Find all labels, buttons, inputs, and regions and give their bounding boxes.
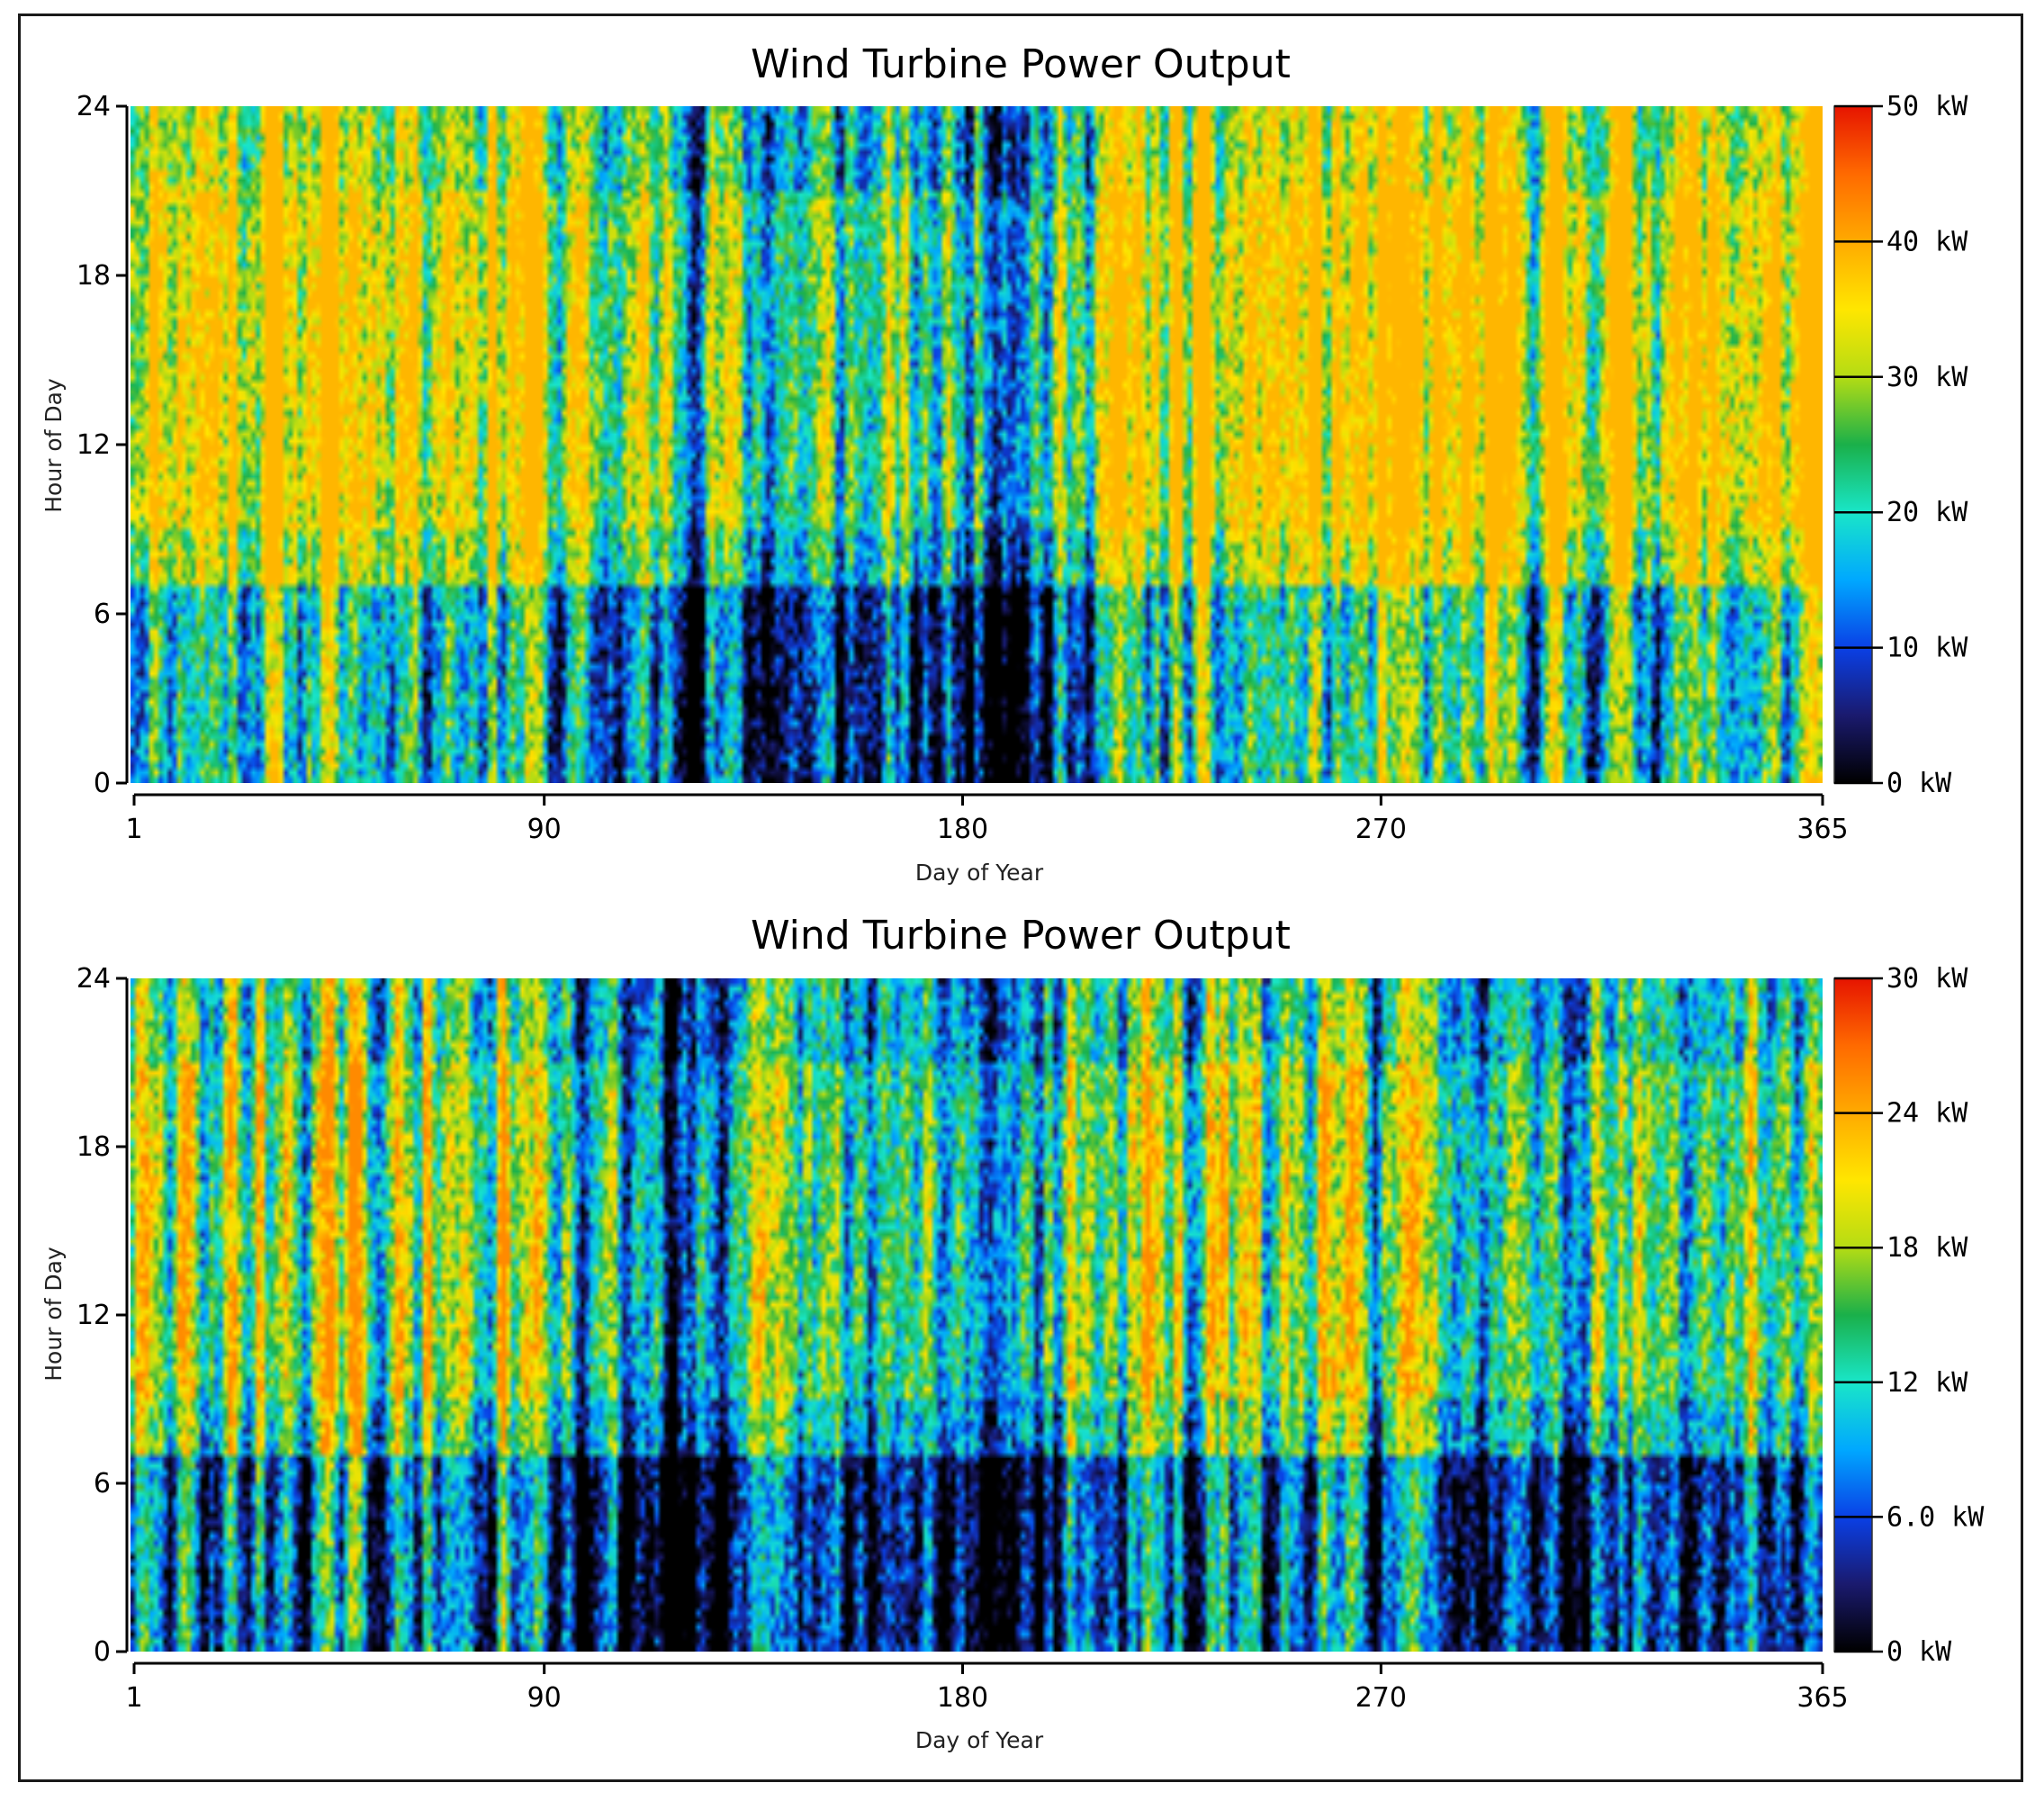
colorbar-tick-label: 40 kW [1886, 226, 1968, 257]
heatmap-raster [131, 978, 1823, 1652]
x-axis-label-bottom: Day of Year [915, 1727, 1044, 1753]
x-tick-label: 365 [1796, 1682, 1848, 1714]
y-tick-label: 12 [77, 429, 111, 461]
y-tick-label: 12 [77, 1300, 111, 1331]
colorbar-tick-label: 12 kW [1886, 1367, 1968, 1399]
y-axis-label-bottom: Hour of Day [41, 1247, 67, 1382]
colorbar-tick-label: 0 kW [1886, 1636, 1952, 1668]
colorbar-tick-label: 6.0 kW [1886, 1501, 1985, 1533]
y-tick-label: 6 [94, 1468, 111, 1499]
colorbar-tick-label: 30 kW [1886, 963, 1968, 995]
chart-title-bottom: Wind Turbine Power Output [751, 913, 1291, 959]
y-tick-label: 0 [94, 1636, 111, 1668]
x-tick-label: 90 [527, 814, 562, 845]
y-axis-label-top: Hour of Day [41, 378, 67, 513]
colorbar-tick-label: 30 kW [1886, 362, 1968, 393]
y-tick-label: 24 [77, 963, 111, 995]
x-tick-label: 270 [1355, 1682, 1407, 1714]
x-axis-label-top: Day of Year [915, 860, 1044, 886]
x-tick-label: 365 [1796, 814, 1848, 845]
colorbar-tick-label: 18 kW [1886, 1232, 1968, 1264]
x-tick-label: 180 [937, 1682, 988, 1714]
y-tick-label: 18 [77, 1131, 111, 1163]
heatmap-raster [131, 106, 1823, 783]
colorbar-tick-label: 50 kW [1886, 91, 1968, 122]
colorbar [1833, 977, 1873, 1652]
x-tick-label: 1 [125, 814, 142, 845]
heatmap-chart-bottom: Wind Turbine Power Output Day of Year Ho… [41, 913, 1985, 1753]
y-tick-label: 6 [94, 599, 111, 630]
y-tick-label: 0 [94, 768, 111, 799]
y-tick-label: 24 [77, 91, 111, 122]
heatmap-chart-top: Wind Turbine Power Output Day of Year Ho… [41, 41, 1968, 886]
x-tick-label: 90 [527, 1682, 562, 1714]
x-tick-label: 180 [937, 814, 988, 845]
x-tick-label: 270 [1355, 814, 1407, 845]
y-tick-label: 18 [77, 260, 111, 292]
colorbar-tick-label: 10 kW [1886, 633, 1968, 664]
x-tick-label: 1 [125, 1682, 142, 1714]
colorbar-tick-label: 24 kW [1886, 1098, 1968, 1130]
colorbar-tick-label: 0 kW [1886, 768, 1952, 799]
colorbar-tick-label: 20 kW [1886, 497, 1968, 528]
colorbar [1833, 105, 1873, 784]
chart-title-top: Wind Turbine Power Output [751, 41, 1291, 87]
